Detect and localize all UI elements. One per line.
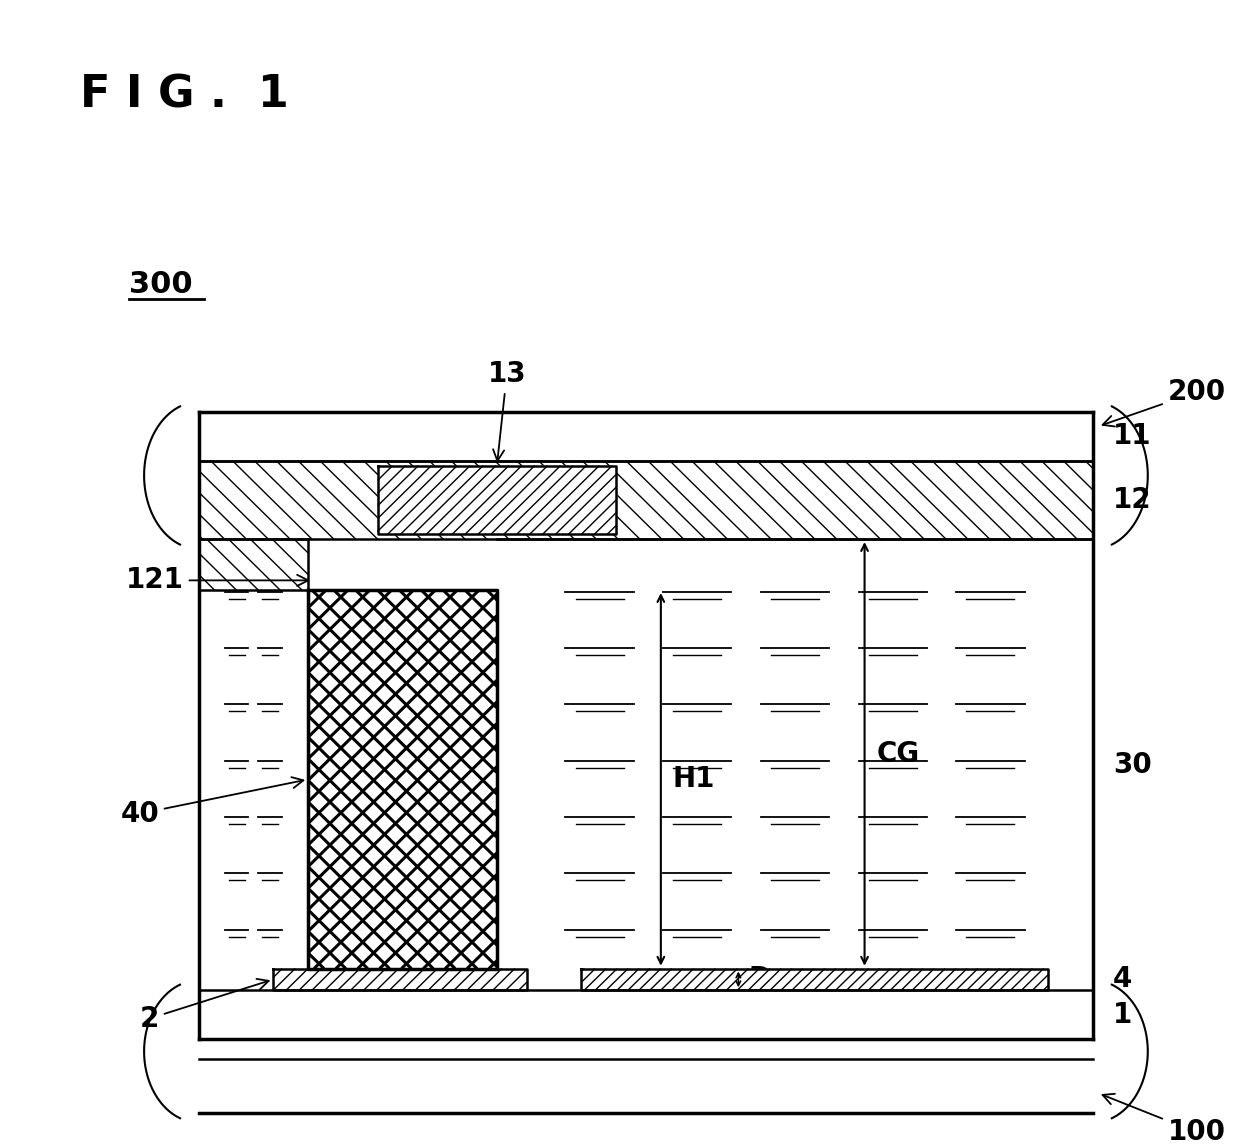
Text: D: D <box>748 966 771 993</box>
Text: 121: 121 <box>126 566 309 595</box>
Text: 200: 200 <box>1102 379 1226 427</box>
Text: 2: 2 <box>140 979 269 1033</box>
Text: 30: 30 <box>1114 750 1152 779</box>
Text: CG: CG <box>877 740 920 768</box>
Text: 100: 100 <box>1102 1094 1225 1144</box>
Text: 13: 13 <box>487 360 526 461</box>
Text: 4: 4 <box>1114 966 1132 993</box>
Text: H1: H1 <box>673 765 715 794</box>
Text: 40: 40 <box>120 777 304 828</box>
Text: F I G .  1: F I G . 1 <box>79 73 289 117</box>
Text: 300: 300 <box>129 270 192 299</box>
Text: 11: 11 <box>1114 422 1152 451</box>
Text: 12: 12 <box>1114 486 1152 514</box>
Text: 1: 1 <box>1114 1001 1132 1028</box>
